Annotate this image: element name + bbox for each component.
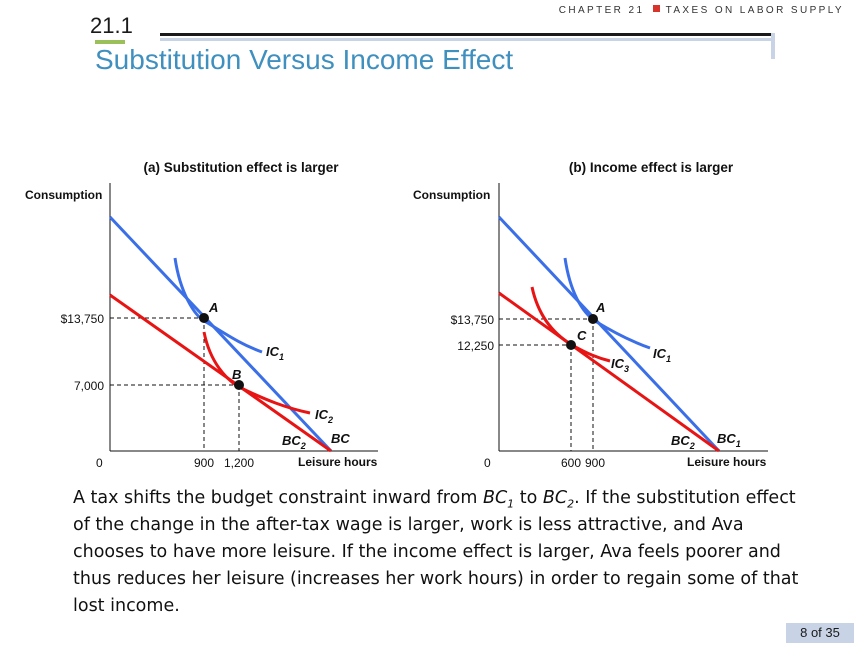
panel-b-point-c bbox=[566, 340, 576, 350]
panel-b-bc2-label: BC2 bbox=[671, 433, 695, 451]
header-rule bbox=[160, 33, 775, 36]
panel-a-origin: 0 bbox=[96, 456, 103, 470]
panel-b-point-a-label: A bbox=[595, 300, 605, 315]
panel-b-origin: 0 bbox=[484, 456, 491, 470]
chapter-topic: TAXES ON LABOR SUPPLY bbox=[665, 5, 844, 16]
panel-b-point-a bbox=[588, 314, 598, 324]
slide-title: Substitution Versus Income Effect bbox=[95, 44, 514, 75]
caption-bc2: BC2 bbox=[542, 488, 575, 511]
panel-a-title: (a) Substitution effect is larger bbox=[143, 160, 339, 175]
chapter-label: CHAPTER 21 bbox=[558, 5, 645, 16]
panel-a-x-axis-label: Leisure hours bbox=[298, 455, 378, 469]
panel-b-x-tick-600: 600 bbox=[561, 456, 581, 470]
header-rule-accent bbox=[160, 38, 775, 41]
panel-a-x-tick-1200: 1,200 bbox=[224, 456, 254, 470]
panel-a-point-a bbox=[199, 313, 209, 323]
section-underline bbox=[95, 40, 125, 44]
panel-b-y-tick-13750: $13,750 bbox=[451, 313, 495, 327]
panel-b-x-tick-900: 900 bbox=[585, 456, 605, 470]
caption: A tax shifts the budget constraint inwar… bbox=[73, 485, 813, 620]
panel-b-bc-after-tax bbox=[498, 291, 720, 453]
panel-a-ic2-label: IC2 bbox=[315, 407, 333, 425]
panel-a-point-b-label: B bbox=[232, 367, 241, 382]
panel-a-bc-original bbox=[108, 215, 333, 453]
panel-a-point-a-label: A bbox=[208, 300, 218, 315]
panel-a-bc2-label: BC2 bbox=[282, 433, 306, 451]
section-number: 21.1 bbox=[90, 13, 133, 38]
panel-b-x-axis-label: Leisure hours bbox=[687, 455, 767, 469]
caption-part-1: A tax shifts the budget constraint inwar… bbox=[73, 488, 483, 508]
panel-a: (a) Substitution effect is larger Consum… bbox=[25, 160, 378, 470]
panel-b-point-c-label: C bbox=[577, 328, 587, 343]
panel-a-bc-label: BC bbox=[331, 431, 350, 446]
panel-b-ic3-label: IC3 bbox=[611, 356, 629, 374]
caption-part-2: to bbox=[514, 488, 543, 508]
chapter-separator-icon bbox=[652, 5, 660, 12]
page-counter: 8 of 35 bbox=[786, 623, 854, 643]
caption-bc1: BC1 bbox=[482, 488, 515, 511]
panel-b-bc1-label: BC1 bbox=[717, 431, 741, 449]
panel-b-guide-lines bbox=[499, 318, 594, 451]
panel-b-title: (b) Income effect is larger bbox=[569, 160, 734, 175]
panel-a-ic1 bbox=[173, 257, 263, 354]
panel-a-y-axis-label: Consumption bbox=[25, 188, 102, 202]
panel-b-bc-original bbox=[497, 215, 721, 453]
caption-part-3: . If the substitution effect of the chan… bbox=[73, 488, 799, 616]
panel-a-bc-after-tax bbox=[109, 293, 332, 453]
panel-a-point-b bbox=[234, 380, 244, 390]
panel-a-y-tick-7000: 7,000 bbox=[74, 379, 104, 393]
panel-b-y-tick-12250: 12,250 bbox=[457, 339, 494, 353]
panel-b: (b) Income effect is larger Consumption … bbox=[413, 160, 768, 470]
figure: (a) Substitution effect is larger Consum… bbox=[25, 160, 768, 470]
panel-a-guide-lines bbox=[110, 317, 240, 451]
header-rule-end bbox=[771, 33, 775, 59]
chapter-heading: CHAPTER 21 TAXES ON LABOR SUPPLY bbox=[559, 5, 844, 16]
panel-a-x-tick-900: 900 bbox=[194, 456, 214, 470]
panel-a-ic1-label: IC1 bbox=[266, 344, 284, 362]
panel-b-ic1-label: IC1 bbox=[653, 346, 671, 364]
panel-b-y-axis-label: Consumption bbox=[413, 188, 490, 202]
panel-a-y-tick-13750: $13,750 bbox=[61, 312, 105, 326]
